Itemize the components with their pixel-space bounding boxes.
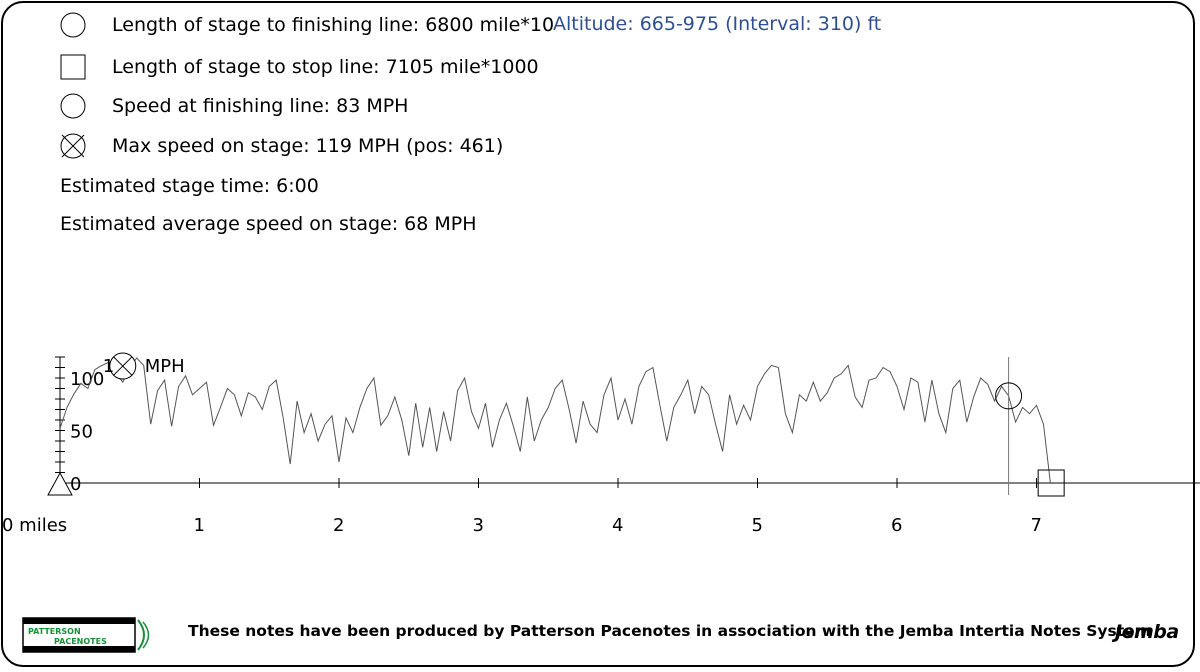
chart-markers: 1 MPH	[47, 352, 1065, 497]
estimated-time: Estimated stage time: 6:00	[60, 175, 319, 197]
chart-axes	[59, 357, 1200, 484]
x-tick-label: 4	[612, 515, 623, 536]
altitude-range: Altitude: 665-975 (Interval: 310) ft	[553, 13, 882, 35]
max-speed-marker-label: 1	[103, 356, 114, 377]
finish-speed-marker	[995, 382, 1023, 410]
y-tick-label: 50	[70, 422, 93, 443]
footer-credit: These notes have been produced by Patter…	[188, 622, 1151, 640]
logo-left-line2: PACENOTES	[54, 637, 107, 646]
finish-length-text: Length of stage to finishing line: 6800 …	[112, 14, 579, 36]
x-tick-label: 6	[891, 515, 902, 536]
max-speed-marker-cross	[113, 356, 133, 376]
x-tick-label: 2	[333, 515, 344, 536]
jemba-logo: Jemba	[1115, 621, 1179, 643]
x-tick-label: 3	[473, 515, 484, 536]
y-tick-label: 100	[70, 369, 104, 390]
x-tick-label: 1	[194, 515, 205, 536]
y-tick-label: 0	[70, 474, 81, 495]
patterson-pacenotes-logo: PATTERSON PACENOTES	[22, 617, 150, 653]
crossed-circle-icon	[60, 133, 86, 159]
max-speed-text: Max speed on stage: 119 MPH (pos: 461)	[112, 135, 504, 157]
legend-max-speed: Max speed on stage: 119 MPH (pos: 461)	[58, 131, 503, 161]
circle-icon	[60, 12, 86, 38]
square-icon	[60, 54, 86, 80]
chart-ticks	[55, 356, 1037, 488]
chart-tick-labels: 0 50 100 0 miles 1 2 3 4 5 6 7	[2, 369, 1042, 536]
logo-left-line1: PATTERSON	[28, 627, 81, 636]
y-unit-label: MPH	[145, 356, 185, 377]
speed-profile-chart: 0 50 100 0 miles 1 2 3 4 5 6 7 1 MPH	[2, 352, 1200, 536]
legend-finish-speed: Speed at finishing line: 83 MPH	[58, 91, 408, 121]
x-tick-label: 5	[752, 515, 763, 536]
start-triangle-marker	[47, 471, 73, 496]
stop-length-text: Length of stage to stop line: 7105 mile*…	[112, 56, 539, 78]
estimated-average-speed: Estimated average speed on stage: 68 MPH	[60, 213, 477, 235]
stop-line-marker	[1037, 469, 1065, 497]
legend-finish-length: Length of stage to finishing line: 6800 …	[58, 10, 578, 40]
speed-series-line	[59, 357, 1051, 484]
x-tick-label: 0 miles	[2, 515, 67, 536]
finish-speed-text: Speed at finishing line: 83 MPH	[112, 95, 409, 117]
x-tick-label: 7	[1031, 515, 1042, 536]
legend-stop-length: Length of stage to stop line: 7105 mile*…	[58, 52, 539, 82]
circle-icon	[60, 93, 86, 119]
